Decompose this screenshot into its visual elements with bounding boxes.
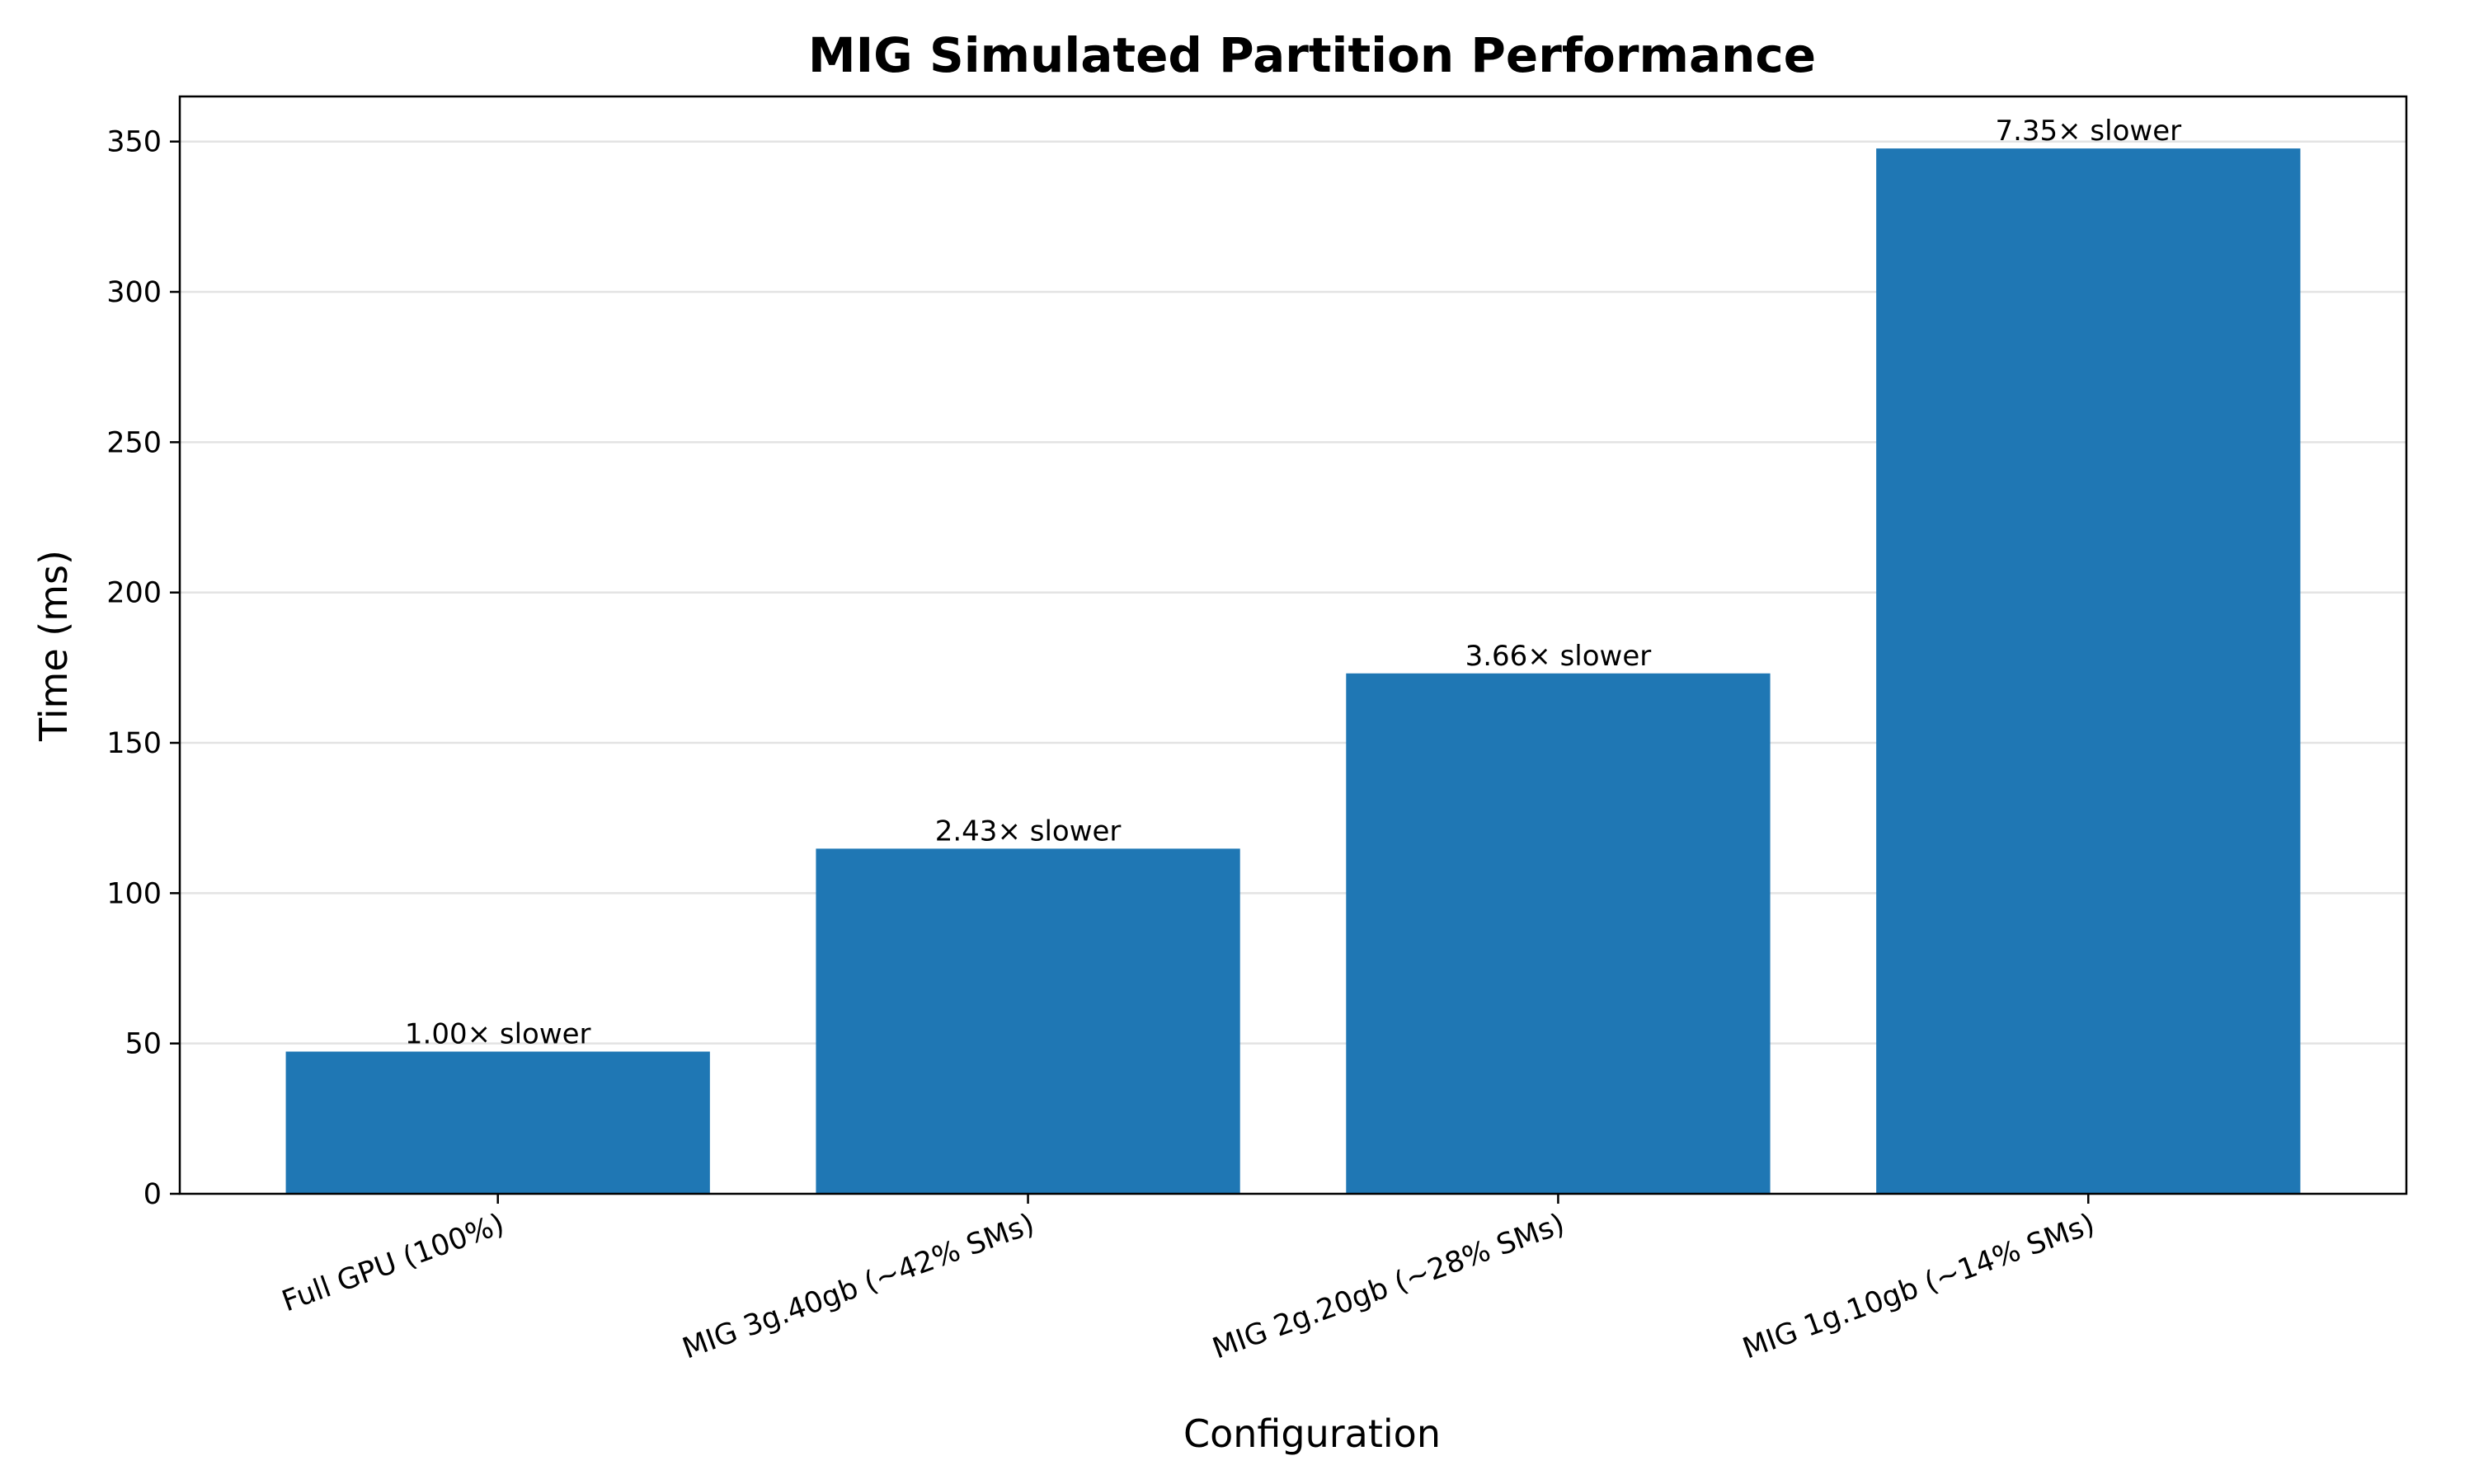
y-axis-ticks: 0 50 100 150 200 250 300 350 — [106, 126, 180, 1211]
y-tick-label: 50 — [125, 1028, 162, 1061]
chart-title: MIG Simulated Partition Performance — [808, 27, 1816, 83]
x-tick-label: MIG 2g.20gb (~28% SMs) — [1208, 1208, 1569, 1366]
bar — [285, 1051, 710, 1194]
bar — [1876, 148, 2301, 1195]
bar-data-label: 1.00× slower — [405, 1018, 591, 1051]
data-labels: 1.00× slower 2.43× slower 3.66× slower 7.35… — [405, 115, 2181, 1050]
x-axis-ticks: Full GPU (100%) MIG 3g.40gb (~42% SMs) MIG… — [278, 1194, 2099, 1366]
bars — [285, 148, 2301, 1195]
y-tick-label: 200 — [106, 577, 162, 610]
bar-data-label: 2.43× slower — [935, 815, 1122, 848]
y-tick-label: 350 — [106, 126, 162, 159]
bar — [816, 848, 1240, 1194]
grid-lines — [180, 140, 2406, 1195]
bar — [1346, 673, 1771, 1194]
bar-data-label: 7.35× slower — [1995, 115, 2181, 148]
x-tick-label: Full GPU (100%) — [278, 1208, 509, 1318]
y-axis-label: Time (ms) — [31, 550, 76, 742]
y-tick-label: 0 — [143, 1178, 162, 1211]
y-tick-label: 250 — [106, 426, 162, 459]
x-tick-label: MIG 3g.40gb (~42% SMs) — [678, 1208, 1038, 1366]
y-tick-label: 150 — [106, 727, 162, 760]
bar-data-label: 3.66× slower — [1465, 640, 1652, 673]
y-tick-label: 100 — [106, 877, 162, 910]
x-tick-label: MIG 1g.10gb (~14% SMs) — [1738, 1208, 2099, 1366]
x-axis-label: Configuration — [1183, 1411, 1441, 1456]
plot-area-frame — [178, 95, 2408, 1195]
y-tick-label: 300 — [106, 276, 162, 309]
